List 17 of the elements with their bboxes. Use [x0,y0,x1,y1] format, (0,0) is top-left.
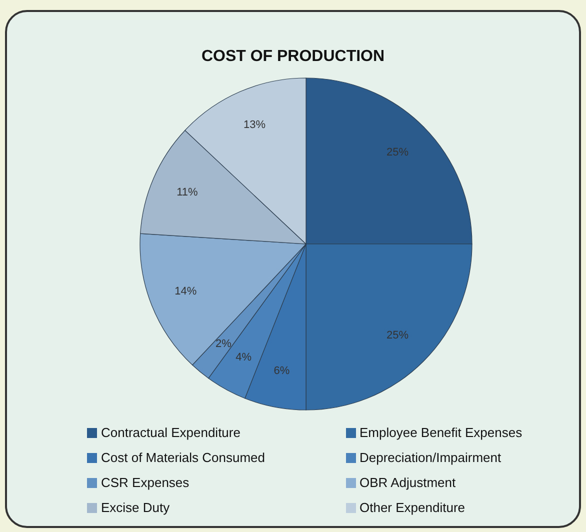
legend-label: CSR Expenses [101,475,190,490]
legend-label: Excise Duty [101,500,170,515]
data-label: 11% [176,186,198,199]
data-label: 13% [244,119,266,132]
legend-label: Depreciation/Impairment [360,450,502,465]
data-label: 2% [216,338,232,350]
data-label: 4% [236,351,252,364]
data-label: 25% [386,146,409,158]
data-label: 6% [274,365,290,378]
legend-label: OBR Adjustment [360,475,456,490]
legend-label: Contractual Expenditure [101,425,240,440]
legend-label: Employee Benefit Expenses [360,425,522,440]
legend-label: Other Expenditure [360,500,466,515]
chart-title: COST OF PRODUCTION [200,48,386,66]
data-label: 14% [174,286,197,298]
legend-label: Cost of Materials Consumed [101,450,266,465]
data-label: 25% [386,330,409,342]
